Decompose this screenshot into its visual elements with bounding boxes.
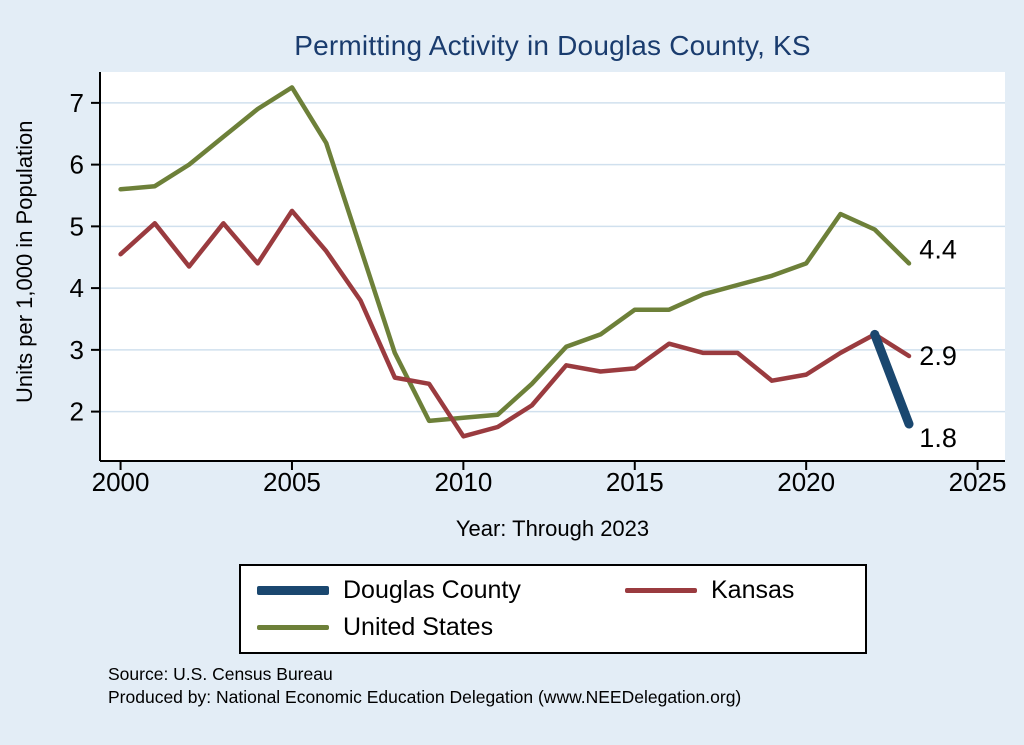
- legend-item-kansas: Kansas: [625, 576, 849, 605]
- series-line-kansas: [118, 208, 912, 439]
- y-tick-label-7: 7: [70, 88, 84, 118]
- series-line-douglas-county: [870, 329, 914, 429]
- x-tick-label-2000: 2000: [92, 467, 150, 497]
- y-tick-label-5: 5: [70, 211, 84, 241]
- end-label-1.8: 1.8: [919, 423, 957, 453]
- legend-item-united-states: United States: [257, 613, 625, 642]
- douglas-county-line-swatch: [257, 586, 329, 595]
- legend-label-douglas-county: Douglas County: [343, 576, 521, 604]
- y-tick-label-3: 3: [70, 335, 84, 365]
- x-tick-label-2010: 2010: [434, 467, 492, 497]
- plot-area: [100, 72, 1005, 461]
- united-states-line-swatch: [257, 625, 329, 630]
- legend-label-united-states: United States: [343, 613, 494, 641]
- y-tick-label-6: 6: [70, 150, 84, 180]
- source-notes: Source: U.S. Census Bureau Produced by: …: [108, 663, 741, 709]
- x-tick-label-2020: 2020: [777, 467, 835, 497]
- produced-by-line: Produced by: National Economic Education…: [108, 687, 742, 708]
- x-tick-label-2015: 2015: [606, 467, 664, 497]
- end-label-4.4: 4.4: [919, 234, 957, 264]
- legend-label-kansas: Kansas: [711, 576, 795, 604]
- plot: 2 3 4 5 6 7 2000 2005 2010 2015 2020 2025 4.4 2.9 1.8: [70, 72, 1007, 497]
- chart-title: Permitting Activity in Douglas County, K…: [294, 30, 811, 61]
- x-axis-title: Year: Through 2023: [455, 516, 650, 541]
- legend-item-douglas-county: Douglas County: [257, 576, 625, 605]
- x-tick-label-2005: 2005: [263, 467, 321, 497]
- series-line-united-states: [118, 85, 912, 424]
- kansas-line-swatch: [625, 588, 697, 593]
- y-tick-label-4: 4: [70, 273, 84, 303]
- x-tick-label-2025: 2025: [949, 467, 1007, 497]
- end-label-2.9: 2.9: [919, 341, 957, 371]
- legend: Douglas County Kansas United States: [239, 564, 867, 654]
- source-line: Source: U.S. Census Bureau: [108, 664, 333, 684]
- y-tick-label-2: 2: [70, 397, 84, 427]
